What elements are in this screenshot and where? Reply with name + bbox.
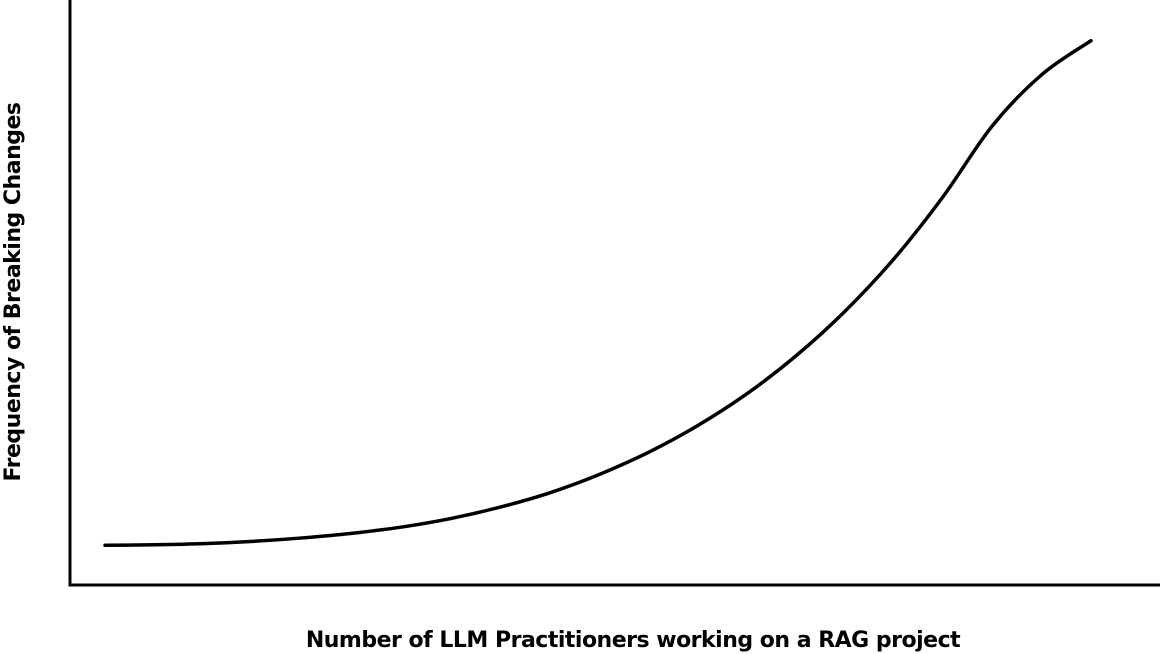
- y-axis-label: Frequency of Breaking Changes: [1, 102, 26, 481]
- series-line-0: [103, 38, 1093, 548]
- series-layer: [103, 38, 1093, 548]
- x-axis-label: Number of LLM Practitioners working on a…: [306, 628, 961, 653]
